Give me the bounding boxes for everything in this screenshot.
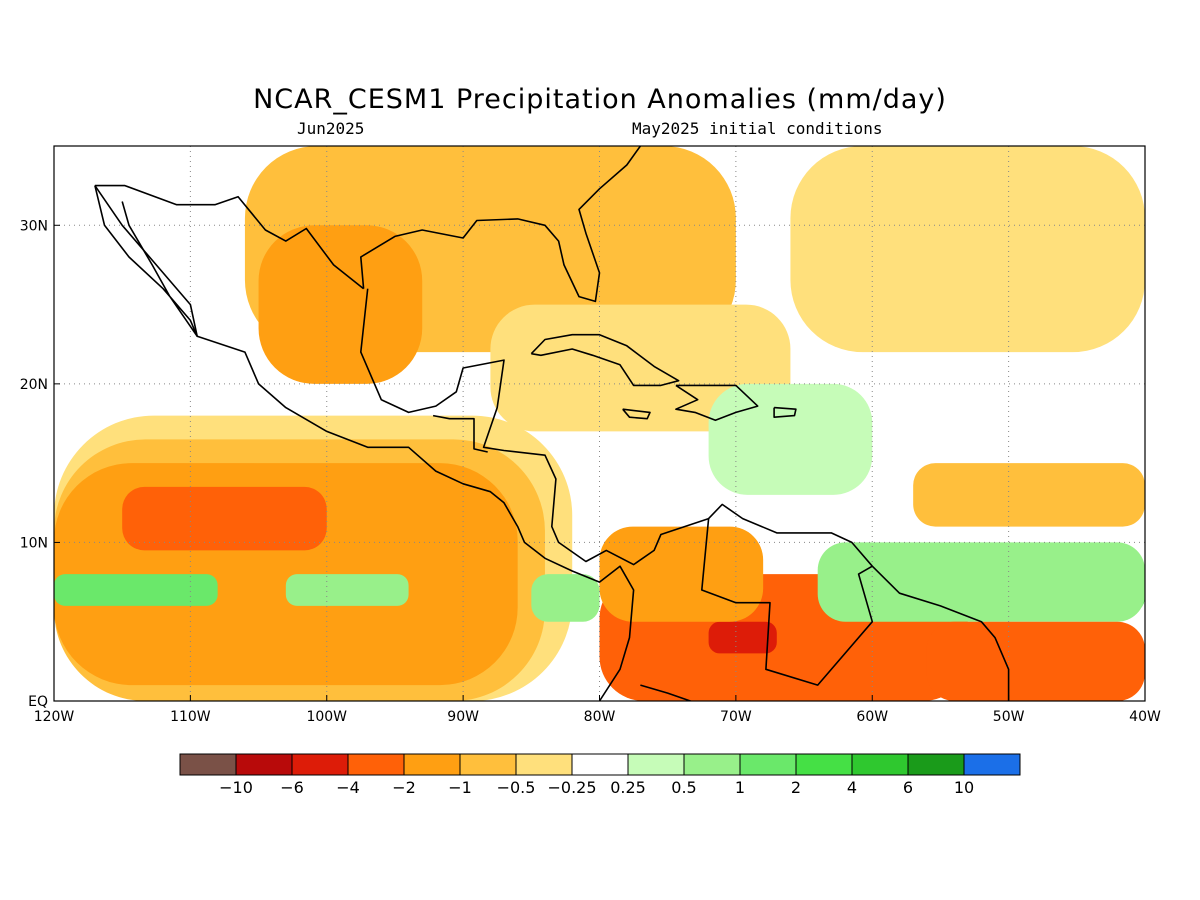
- anomaly-region-pacific-drying-max: [122, 486, 327, 551]
- forecast-month: Jun2025: [297, 119, 365, 138]
- colorbar-swatch: [347, 753, 405, 776]
- colorbar-label: −6: [280, 778, 304, 797]
- x-tick-label: 40W: [1129, 709, 1161, 725]
- x-tick-label: 50W: [993, 709, 1025, 725]
- anomaly-region-sa-north-core: [708, 621, 777, 654]
- colorbar-label: −4: [336, 778, 360, 797]
- x-tick-label: 70W: [720, 709, 752, 725]
- colorbar-swatch: [739, 753, 797, 776]
- coastline-sa-interior-border: [701, 518, 874, 686]
- colorbar-swatch: [235, 753, 293, 776]
- anomaly-region-pacific-itcz-wet-2: [285, 574, 409, 606]
- colorbar-label: 4: [847, 778, 857, 797]
- coastline-us-mexico-border: [94, 184, 365, 290]
- colorbar-label: −2: [392, 778, 416, 797]
- colorbar-swatch: [963, 753, 1021, 776]
- x-tick-label: 100W: [306, 709, 347, 725]
- colorbar-label: −0.25: [547, 778, 596, 797]
- anomaly-region-atlantic-dry-upper: [790, 146, 1145, 353]
- anomaly-field-layer: [54, 146, 1145, 701]
- colorbar-label: −10: [219, 778, 253, 797]
- colorbar-swatch: [851, 753, 909, 776]
- colorbar-swatch: [179, 753, 237, 776]
- y-tick-label: 10N: [20, 535, 48, 551]
- colorbar-swatch: [683, 753, 741, 776]
- colorbar-label: 0.5: [671, 778, 696, 797]
- colorbar-label: −1: [448, 778, 472, 797]
- colorbar-label: 1: [735, 778, 745, 797]
- anomaly-region-atlantic-wet-outer: [817, 542, 1145, 622]
- coastline-baja-california: [94, 185, 198, 338]
- colorbar-swatch: [403, 753, 461, 776]
- coastline-sa-interior-border-2: [640, 684, 693, 701]
- anomaly-region-pacific-itcz-wet-3: [531, 574, 600, 622]
- colorbar-label: 10: [954, 778, 974, 797]
- colorbar: −10 −6 −4 −2 −1 −0.5 −0.25 0.25 0.5 1 2 4 6 10: [179, 753, 1021, 797]
- colorbar-label: 6: [903, 778, 913, 797]
- gridlines: [54, 146, 1145, 701]
- initial-conditions-label: May2025 initial conditions: [632, 119, 883, 138]
- coastline-cuba: [530, 333, 680, 387]
- colorbar-swatch: [515, 753, 573, 776]
- y-tick-label: 20N: [20, 377, 48, 393]
- colorbar-swatch: [571, 753, 629, 776]
- x-tick-label: 120W: [34, 709, 75, 725]
- coastline-layer: [94, 146, 1010, 701]
- y-tick-label: 30N: [20, 218, 48, 234]
- colorbar-swatch: [907, 753, 965, 776]
- anomaly-region-atlantic-dry-north: [913, 463, 1145, 527]
- coastline-gulf-coast: [360, 288, 1010, 701]
- anomaly-region-pacific-itcz-wet: [54, 574, 218, 606]
- x-tick-label: 110W: [170, 709, 211, 725]
- x-tick-label: 90W: [447, 709, 479, 725]
- colorbar-swatch: [459, 753, 517, 776]
- plot-area: [54, 146, 1145, 701]
- colorbar-label: 0.25: [610, 778, 646, 797]
- anomaly-region-atlantic-dry-south: [926, 621, 1145, 701]
- coastline-us-gulf-coast: [360, 146, 642, 303]
- colorbar-label: 2: [791, 778, 801, 797]
- colorbar-swatch: [291, 753, 349, 776]
- axis-ticks: 120W 110W 100W 90W 80W 70W 60W 50W 40W EQ 10N 20N 30…: [20, 218, 1161, 725]
- y-tick-label: EQ: [28, 694, 48, 710]
- anomaly-region-caribbean-wet: [708, 383, 873, 495]
- coastline-hispaniola: [675, 384, 759, 422]
- coastline-jamaica: [622, 408, 651, 420]
- x-tick-label: 60W: [856, 709, 888, 725]
- coastline-central-america-borders: [432, 414, 488, 453]
- coastline-puerto-rico: [773, 406, 797, 418]
- colorbar-swatch: [627, 753, 685, 776]
- colorbar-swatch: [795, 753, 853, 776]
- anomaly-region-mexico-dry: [258, 225, 423, 384]
- colorbar-label: −0.5: [497, 778, 536, 797]
- x-tick-label: 80W: [584, 709, 616, 725]
- map-title: NCAR_CESM1 Precipitation Anomalies (mm/d…: [253, 84, 947, 115]
